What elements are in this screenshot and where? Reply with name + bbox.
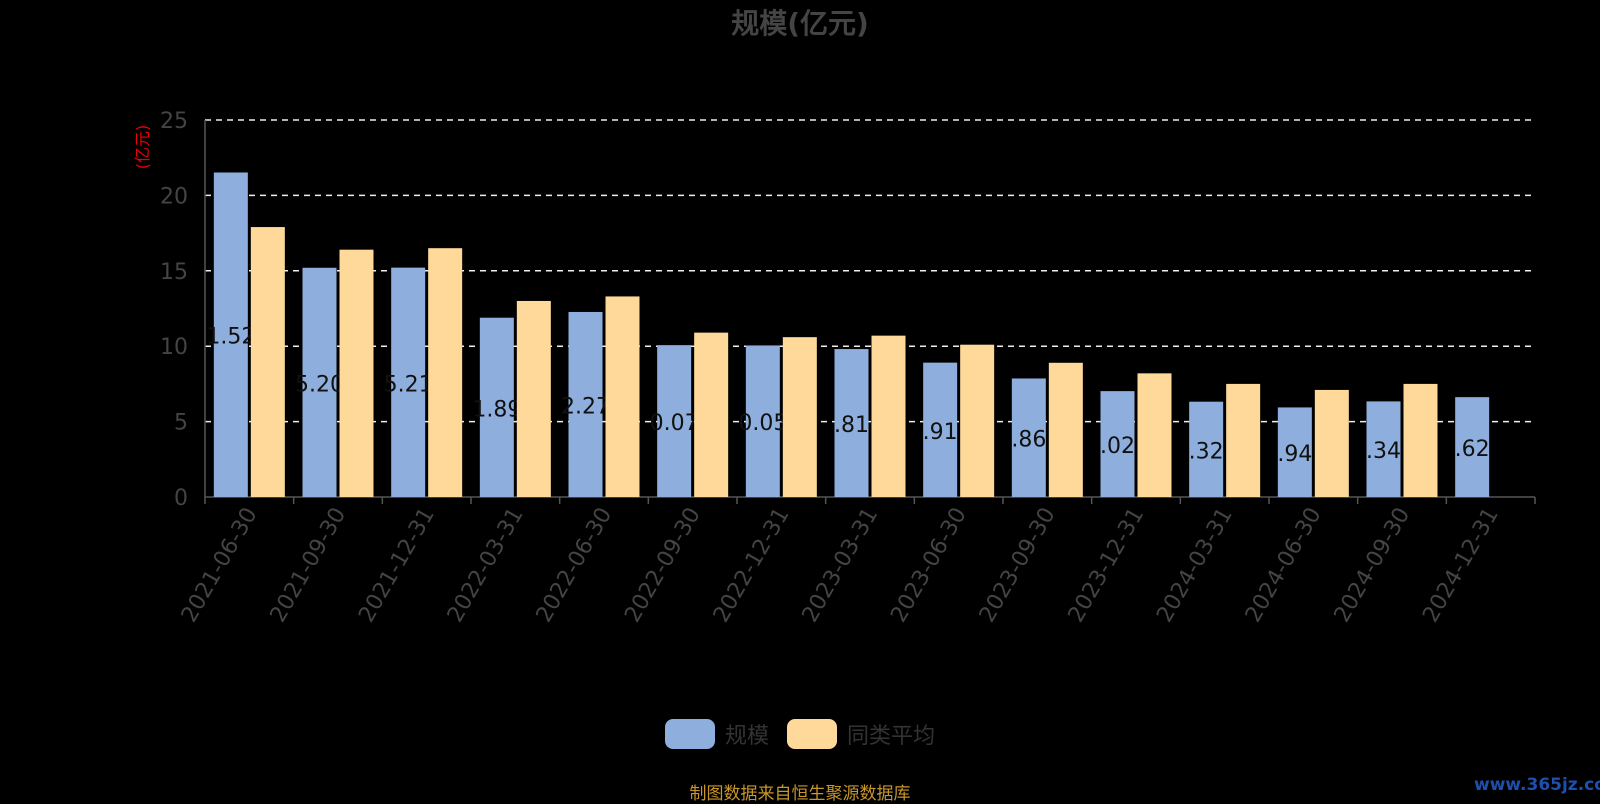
bar-scale	[568, 311, 603, 497]
x-tick-label: 2023-03-31	[798, 504, 884, 627]
bar-average	[871, 335, 906, 497]
data-source-note: 制图数据来自恒生聚源数据库	[689, 784, 911, 804]
y-tick-label: 5	[174, 411, 188, 436]
data-label-scale: 2.27	[561, 394, 610, 419]
x-tick-label: 2023-09-30	[975, 504, 1061, 627]
data-label-scale: .02	[1100, 434, 1135, 459]
bar-average	[1314, 389, 1349, 497]
data-label-scale: .34	[1366, 439, 1401, 464]
data-label-scale: .86	[1011, 428, 1046, 453]
chart-title: 规模(亿元)	[731, 7, 869, 40]
bar-average	[694, 332, 729, 497]
data-label-scale: 5.20	[295, 372, 344, 397]
y-tick-label: 15	[160, 260, 188, 285]
data-label-scale: .81	[834, 413, 869, 438]
bar-average	[782, 337, 817, 497]
bar-average	[339, 249, 374, 497]
x-tick-label: 2021-09-30	[266, 504, 352, 627]
x-tick-label: 2024-06-30	[1241, 504, 1327, 627]
watermark: www.365jz.com	[1474, 775, 1600, 795]
bar-scale	[213, 172, 248, 497]
x-tick-label: 2023-12-31	[1064, 504, 1150, 627]
y-tick-label: 20	[160, 184, 188, 209]
x-tick-label: 2022-09-30	[620, 504, 706, 627]
bar-average	[1226, 383, 1261, 497]
x-tick-label: 2022-12-31	[709, 504, 795, 627]
chart-legend: 规模 同类平均	[0, 718, 1600, 750]
bar-average	[960, 344, 995, 497]
bar-scale	[923, 362, 958, 497]
data-label-scale: .32	[1189, 439, 1224, 464]
bar-scale	[1100, 391, 1135, 497]
data-label-scale: 0.07	[650, 411, 699, 436]
x-tick-label: 2024-09-30	[1330, 504, 1416, 627]
x-tick-label: 2023-06-30	[886, 504, 972, 627]
x-tick-label: 2022-06-30	[532, 504, 618, 627]
x-tick-label: 2022-03-31	[443, 504, 529, 627]
legend-swatch-scale	[664, 719, 715, 749]
bar-scale	[657, 345, 692, 497]
y-tick-label: 10	[160, 335, 188, 360]
bar-average	[1048, 362, 1083, 497]
bar-average	[428, 248, 463, 497]
bar-scale	[1277, 407, 1312, 497]
y-tick-label: 0	[174, 486, 188, 511]
bar-scale	[1366, 401, 1401, 497]
y-axis-label: (亿元)	[133, 125, 152, 170]
bar-average	[605, 296, 640, 497]
x-tick-label: 2024-12-31	[1418, 504, 1504, 627]
bar-scale	[391, 267, 426, 497]
bar-scale	[1455, 397, 1490, 497]
bar-average	[1403, 383, 1438, 497]
bar-average	[516, 300, 551, 497]
bar-scale	[302, 267, 337, 497]
bar-average	[250, 227, 285, 497]
bar-average	[1137, 373, 1172, 497]
legend-item-scale[interactable]: 规模	[664, 718, 769, 750]
legend-label-average: 同类平均	[847, 724, 936, 749]
x-tick-label: 2021-06-30	[177, 504, 263, 627]
data-label-scale: .94	[1277, 442, 1312, 467]
y-tick-label: 25	[160, 109, 188, 134]
bar-scale	[745, 345, 780, 497]
legend-label-scale: 规模	[724, 724, 769, 749]
data-label-scale: .91	[923, 420, 958, 445]
bar-scale	[834, 349, 869, 497]
data-label-scale: 0.05	[738, 411, 787, 436]
bar-scale	[1189, 401, 1224, 497]
data-label-scale: 1.52	[206, 325, 255, 350]
legend-item-average[interactable]: 同类平均	[787, 718, 935, 750]
x-tick-label: 2021-12-31	[354, 503, 440, 626]
legend-swatch-average	[787, 719, 837, 749]
data-label-scale: 5.21	[384, 372, 433, 397]
data-label-scale: .62	[1455, 437, 1490, 462]
bar-scale	[479, 317, 514, 497]
x-tick-label: 2024-03-31	[1152, 504, 1238, 627]
data-label-scale: 1.89	[472, 397, 521, 422]
bar-scale	[1011, 378, 1046, 497]
